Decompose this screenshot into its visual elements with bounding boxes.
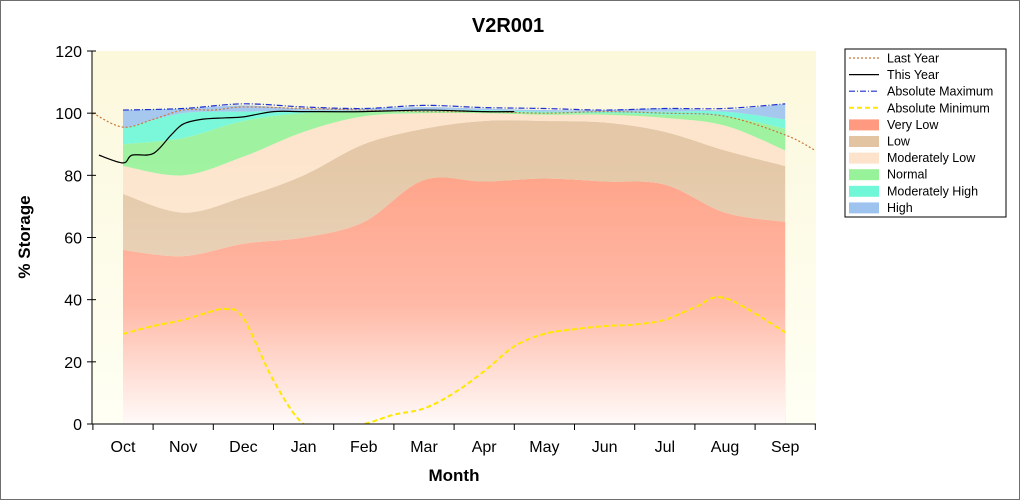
series-last-year xyxy=(92,106,816,152)
legend-label-this-year: This Year xyxy=(887,68,939,82)
x-tick-label-jun: Jun xyxy=(592,439,618,456)
x-tick-label-jan: Jan xyxy=(291,439,317,456)
x-tick-label-may: May xyxy=(529,439,559,456)
legend-swatch-very-low xyxy=(849,119,879,131)
legend-swatch-low xyxy=(849,136,879,147)
band-moderately-high xyxy=(123,109,786,145)
series-absolute-minimum xyxy=(122,296,786,424)
y-tick-label-60: 60 xyxy=(64,231,82,248)
x-tick-label-jul: Jul xyxy=(655,439,675,456)
legend-label-very-low: Very Low xyxy=(887,118,939,132)
x-axis-title: Month xyxy=(429,466,480,485)
x-tick-label-oct: Oct xyxy=(111,439,136,456)
series-absolute-maximum xyxy=(122,103,786,111)
y-tick-label-40: 40 xyxy=(64,293,82,310)
legend-label-absolute-minimum: Absolute Minimum xyxy=(887,101,990,115)
y-tick-label-120: 120 xyxy=(55,44,82,61)
legend-swatch-normal xyxy=(849,169,879,181)
y-ticks: 0 20 40 60 80 100 120 xyxy=(55,44,96,434)
series-this-year xyxy=(98,109,515,164)
legend: Last Year This Year Absolute Maximum Absolu… xyxy=(844,48,1007,218)
legend-label-absolute-maximum: Absolute Maximum xyxy=(887,85,993,99)
y-tick-label-100: 100 xyxy=(55,106,82,123)
y-tick-label-20: 20 xyxy=(64,355,82,372)
x-tick-label-mar: Mar xyxy=(410,439,438,456)
x-tick-label-dec: Dec xyxy=(229,439,257,456)
x-tick-label-feb: Feb xyxy=(350,439,378,456)
legend-label-normal: Normal xyxy=(887,168,927,182)
line-layer xyxy=(92,103,816,424)
legend-label-moderately-low: Moderately Low xyxy=(887,151,976,165)
x-tick-label-aug: Aug xyxy=(711,439,739,456)
x-ticks: Oct Nov Dec Jan Feb Mar Apr May Jun Jul Aug Sep xyxy=(92,424,816,456)
legend-label-high: High xyxy=(887,201,913,215)
legend-swatch-moderately-high xyxy=(849,185,879,197)
chart-title: V2R001 xyxy=(472,15,544,37)
y-axis-title: % Storage xyxy=(15,195,34,278)
legend-label-moderately-high: Moderately High xyxy=(887,184,978,198)
band-normal xyxy=(123,111,786,176)
legend-swatch-high xyxy=(849,202,879,214)
legend-label-last-year: Last Year xyxy=(887,52,939,66)
x-tick-label-nov: Nov xyxy=(169,439,197,456)
y-tick-label-0: 0 xyxy=(73,417,82,434)
x-tick-label-apr: Apr xyxy=(472,439,498,456)
band-moderately-low xyxy=(123,112,786,213)
legend-label-low: Low xyxy=(887,135,911,149)
legend-swatch-moderately-low xyxy=(849,152,879,164)
x-tick-label-sep: Sep xyxy=(771,439,800,456)
y-tick-label-80: 80 xyxy=(64,168,82,185)
band-fade-overlay xyxy=(123,159,786,424)
